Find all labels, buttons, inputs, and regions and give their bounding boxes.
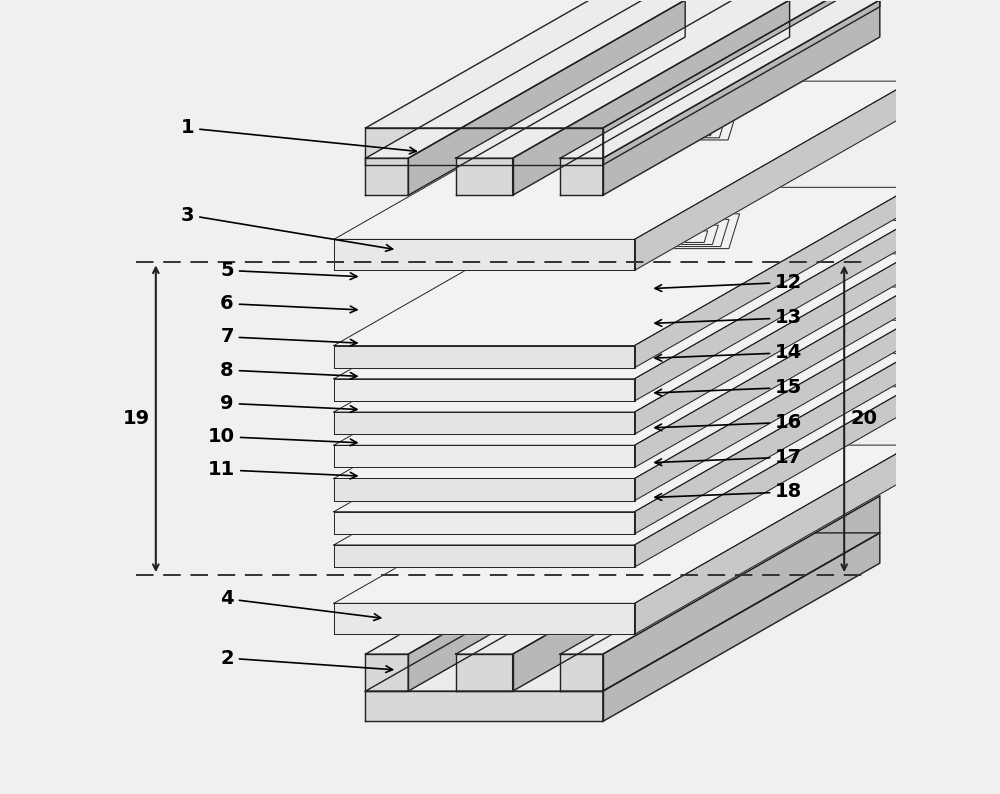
- Text: 1: 1: [181, 118, 416, 154]
- Polygon shape: [365, 496, 685, 654]
- Text: 2: 2: [220, 649, 393, 673]
- Polygon shape: [560, 496, 880, 654]
- Polygon shape: [334, 479, 635, 501]
- Polygon shape: [456, 158, 513, 195]
- Text: 20: 20: [850, 409, 877, 428]
- Text: 11: 11: [208, 461, 357, 480]
- Polygon shape: [334, 545, 635, 567]
- Polygon shape: [334, 445, 635, 468]
- Polygon shape: [635, 221, 911, 401]
- Polygon shape: [365, 691, 603, 722]
- Polygon shape: [334, 603, 635, 634]
- Polygon shape: [334, 345, 635, 368]
- Text: 4: 4: [220, 589, 381, 620]
- Polygon shape: [334, 254, 911, 412]
- Text: 13: 13: [655, 308, 802, 327]
- Text: 15: 15: [655, 378, 802, 397]
- Polygon shape: [635, 81, 911, 271]
- Polygon shape: [334, 320, 911, 479]
- Polygon shape: [603, 0, 880, 195]
- Text: 18: 18: [655, 483, 802, 502]
- Polygon shape: [635, 254, 911, 434]
- Polygon shape: [334, 287, 911, 445]
- Polygon shape: [408, 496, 685, 691]
- Text: 19: 19: [122, 409, 150, 428]
- Polygon shape: [334, 445, 911, 603]
- Polygon shape: [456, 654, 513, 691]
- Text: 14: 14: [655, 343, 802, 362]
- Polygon shape: [456, 0, 790, 158]
- Text: 10: 10: [208, 427, 357, 446]
- Text: 9: 9: [220, 394, 357, 413]
- Text: 17: 17: [655, 448, 802, 467]
- Text: 5: 5: [220, 261, 357, 280]
- Polygon shape: [334, 353, 911, 511]
- Polygon shape: [513, 496, 790, 691]
- Text: 16: 16: [655, 413, 802, 432]
- Text: 8: 8: [220, 360, 357, 380]
- Polygon shape: [334, 511, 635, 534]
- Text: 3: 3: [181, 206, 393, 251]
- Polygon shape: [635, 320, 911, 501]
- Polygon shape: [365, 128, 603, 165]
- Polygon shape: [334, 221, 911, 379]
- Polygon shape: [365, 0, 880, 128]
- Polygon shape: [603, 0, 880, 165]
- Polygon shape: [603, 496, 880, 691]
- Polygon shape: [456, 496, 790, 654]
- Polygon shape: [365, 533, 880, 691]
- Polygon shape: [513, 0, 790, 195]
- Polygon shape: [560, 158, 603, 195]
- Polygon shape: [560, 654, 603, 691]
- Polygon shape: [635, 445, 911, 634]
- Text: 12: 12: [655, 273, 802, 291]
- Polygon shape: [408, 0, 685, 195]
- Text: 6: 6: [220, 294, 357, 313]
- Polygon shape: [334, 412, 635, 434]
- Text: 7: 7: [220, 327, 357, 346]
- Polygon shape: [603, 533, 880, 722]
- Polygon shape: [334, 387, 911, 545]
- Polygon shape: [560, 0, 880, 158]
- Polygon shape: [365, 0, 685, 158]
- Polygon shape: [365, 654, 408, 691]
- Polygon shape: [635, 387, 911, 567]
- Polygon shape: [334, 239, 635, 271]
- Polygon shape: [334, 81, 911, 239]
- Polygon shape: [334, 187, 911, 345]
- Polygon shape: [635, 287, 911, 468]
- Polygon shape: [365, 158, 408, 195]
- Polygon shape: [635, 353, 911, 534]
- Polygon shape: [334, 379, 635, 401]
- Polygon shape: [635, 187, 911, 368]
